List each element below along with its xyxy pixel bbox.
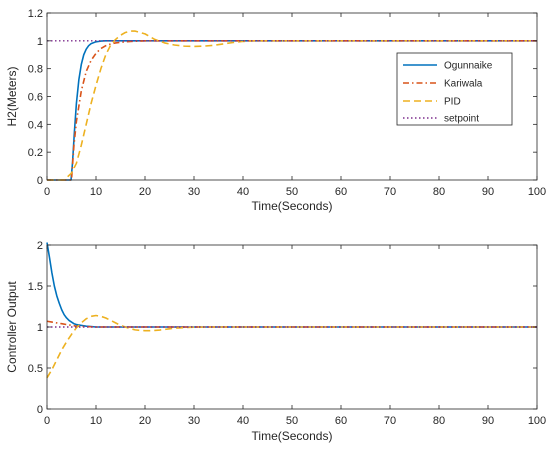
top-series-line-pid [47,30,537,181]
legend-label-kariwala: Kariwala [444,79,483,90]
top-ytick-label: 0.8 [28,64,43,76]
top-xlabel: Time(Seconds) [252,199,333,213]
top-xtick-label: 0 [44,186,50,198]
top-ytick-label: 0 [37,175,43,187]
bottom-xtick-label: 20 [139,415,151,427]
bottom-xtick-label: 100 [528,415,546,427]
bottom-ytick-label: 1 [37,322,43,334]
top-axes: 0 10 20 30 40 50 60 70 80 90 10000.20.40.60.811.2 … [5,8,546,213]
top-xtick-label: 70 [384,186,396,198]
top-xtick-label: 20 [139,186,151,198]
bottom-xtick-label: 30 [188,415,200,427]
bottom-xtick-label: 60 [335,415,347,427]
legend-label-pid: PID [444,97,461,108]
top-xtick-label: 50 [286,186,298,198]
legend: Ogunnaike Kariwala PID setpoint [396,52,513,126]
top-ytick-label: 1 [37,36,43,48]
top-xtick-label: 80 [433,186,445,198]
bottom-ticks-group: 0 10 20 30 40 50 60 70 80 90 100 0 0.5 1 1.5 2 [28,240,546,427]
bottom-xlabel: Time(Seconds) [252,429,333,443]
top-series-line-kariwala [47,40,537,181]
top-ytick-label: 0.6 [28,92,43,104]
bottom-xtick-label: 50 [286,415,298,427]
bottom-axes: 0 10 20 30 40 50 60 70 80 90 100 0 0.5 1 1.5 2 Time(Sec… [5,240,546,443]
top-xtick-label: 60 [335,186,347,198]
bottom-xtick-label: 80 [433,415,445,427]
bottom-xtick-label: 0 [44,415,50,427]
top-ytick-label: 1.2 [28,8,43,20]
top-series-group [47,30,537,181]
bottom-xtick-label: 10 [90,415,102,427]
top-xtick-label: 30 [188,186,200,198]
top-ytick-label: 0.2 [28,147,43,159]
bottom-series-line-solid [46,242,537,328]
legend-label-setpoint: setpoint [444,114,479,125]
bottom-series-line-dashed [46,314,537,379]
top-xtick-label: 10 [90,186,102,198]
bottom-xtick-label: 70 [384,415,396,427]
top-xtick-label: 40 [237,186,249,198]
bottom-ytick-label: 2 [37,240,43,252]
bottom-ytick-label: 0 [37,404,43,416]
bottom-ytick-label: 1.5 [28,281,43,293]
top-xtick-label: 100 [528,186,546,198]
bottom-series-group [46,242,537,379]
bottom-xtick-label: 40 [237,415,249,427]
top-xtick-label: 90 [482,186,494,198]
bottom-ylabel: Controller Output [5,281,19,373]
top-ytick-label: 0.4 [28,119,43,131]
top-ylabel: H2(Meters) [5,66,19,126]
bottom-xtick-label: 90 [482,415,494,427]
legend-label-ogunnaike: Ogunnaike [444,61,493,72]
bottom-ytick-label: 0.5 [28,363,43,375]
top-ticks-group: 0 10 20 30 40 50 60 70 80 90 100 0 0.2 0.4 0.6 0.8 1 1.2 [28,8,546,198]
